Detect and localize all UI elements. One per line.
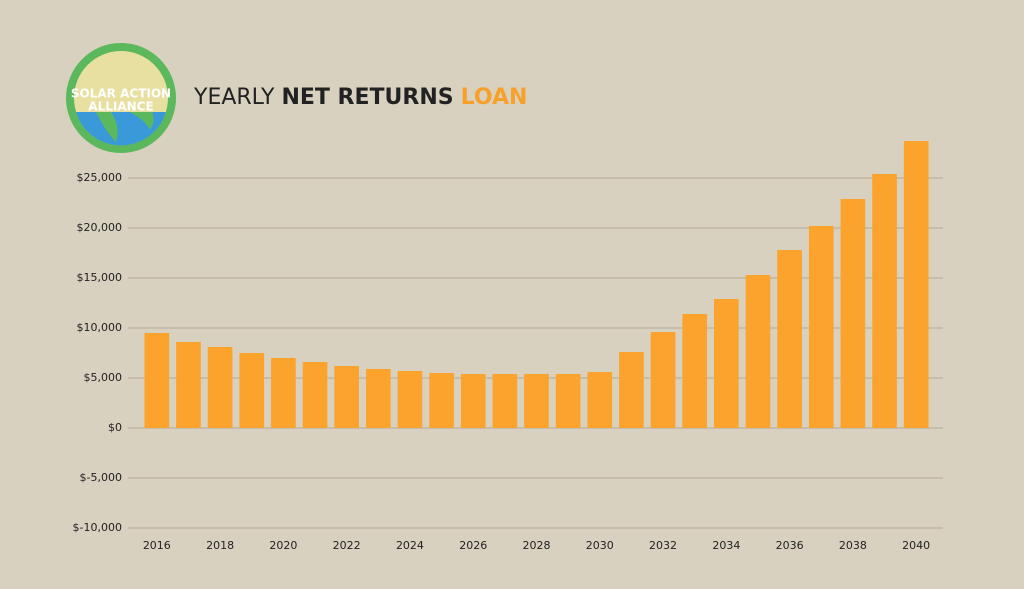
title-part: YEARLY <box>193 85 275 110</box>
chart-title: YEARLY NET RETURNS LOAN <box>193 85 527 110</box>
x-tick-label: 2034 <box>712 539 740 552</box>
bar <box>271 358 296 428</box>
bar <box>808 226 834 428</box>
y-tick-label: $20,000 <box>77 221 123 234</box>
x-tick-label: 2016 <box>143 539 171 552</box>
bar <box>429 373 454 428</box>
x-tick-label: 2024 <box>396 539 424 552</box>
bar <box>650 332 676 428</box>
y-tick-label: $25,000 <box>77 171 123 184</box>
bar <box>176 342 201 428</box>
x-tick-label: 2026 <box>459 539 487 552</box>
logo-land <box>96 112 154 142</box>
y-tick-label: $-5,000 <box>80 471 122 484</box>
y-tick-label: $15,000 <box>77 271 123 284</box>
y-tick-label: $-10,000 <box>73 521 122 534</box>
bar <box>397 371 423 428</box>
title-part: LOAN <box>461 85 528 110</box>
bar <box>714 299 739 428</box>
bar <box>555 374 581 428</box>
bar <box>334 366 359 428</box>
y-tick-label: $5,000 <box>84 371 123 384</box>
bar <box>903 141 929 428</box>
bar <box>587 372 613 428</box>
bar <box>207 347 233 428</box>
bar <box>239 353 265 428</box>
x-tick-label: 2020 <box>269 539 297 552</box>
x-tick-label: 2036 <box>776 539 804 552</box>
x-tick-label: 2022 <box>333 539 361 552</box>
bar <box>365 369 391 428</box>
bar <box>872 174 897 428</box>
bar <box>745 275 771 428</box>
x-tick-label: 2030 <box>586 539 614 552</box>
y-tick-label: $0 <box>108 421 122 434</box>
bar <box>144 333 170 428</box>
bar <box>777 250 802 428</box>
bar <box>619 352 644 428</box>
bar <box>524 374 549 428</box>
logo-text: ALLIANCE <box>88 100 153 114</box>
title-part: NET RETURNS <box>281 85 453 110</box>
x-tick-label: 2018 <box>206 539 234 552</box>
bar <box>840 199 866 428</box>
x-tick-label: 2040 <box>902 539 930 552</box>
bar <box>302 362 328 428</box>
logo-text: SOLAR ACTION <box>71 87 171 101</box>
x-tick-label: 2038 <box>839 539 867 552</box>
logo: SOLAR ACTION ALLIANCE <box>66 43 176 153</box>
x-tick-label: 2032 <box>649 539 677 552</box>
bar <box>492 374 518 428</box>
bar <box>460 374 486 428</box>
x-tick-label: 2028 <box>523 539 551 552</box>
bar <box>682 314 708 428</box>
y-tick-label: $10,000 <box>77 321 123 334</box>
